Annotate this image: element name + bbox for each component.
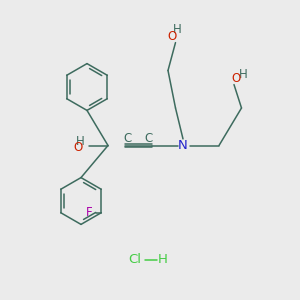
Text: C: C	[123, 132, 132, 146]
Text: O: O	[168, 29, 177, 43]
Text: H: H	[173, 23, 182, 36]
Text: O: O	[231, 71, 240, 85]
Text: N: N	[178, 139, 188, 152]
Text: C: C	[144, 132, 153, 146]
Text: H: H	[76, 135, 85, 148]
Text: H: H	[238, 68, 247, 81]
Text: Cl: Cl	[128, 253, 142, 266]
Text: F: F	[86, 206, 93, 219]
Text: O: O	[74, 141, 82, 154]
Text: H: H	[158, 253, 167, 266]
